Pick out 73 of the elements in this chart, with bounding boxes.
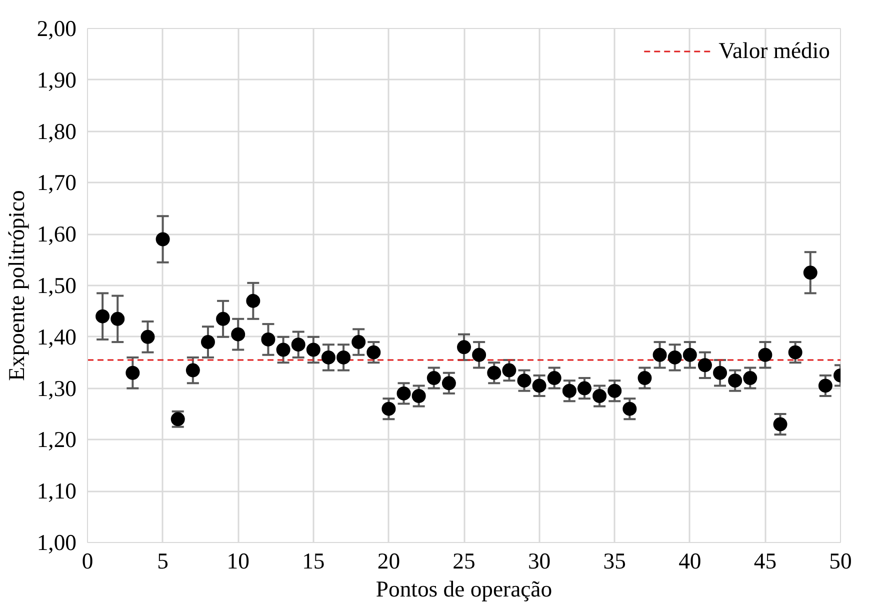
x-tick-label: 15 (302, 548, 325, 574)
point (622, 402, 637, 416)
point (788, 345, 802, 360)
point (638, 371, 652, 386)
point (803, 266, 818, 280)
y-tick-label: 2,00 (36, 16, 77, 41)
point (668, 350, 682, 364)
point (487, 366, 502, 380)
x-tick-label: 10 (226, 548, 250, 574)
point (426, 371, 441, 386)
point (532, 378, 546, 393)
point (306, 342, 320, 357)
y-tick-label: 1,30 (36, 376, 77, 401)
point (366, 345, 381, 360)
x-tick-label: 30 (528, 548, 551, 574)
point (396, 386, 411, 400)
y-tick-label: 1,20 (36, 427, 77, 452)
point (517, 374, 532, 388)
point (110, 312, 125, 326)
point (321, 350, 336, 364)
y-tick-label: 1,50 (36, 273, 77, 298)
point (562, 384, 576, 398)
x-axis-title: Pontos de operação (376, 576, 552, 602)
point (231, 327, 246, 342)
y-tick-label: 1,00 (36, 530, 77, 555)
point (682, 348, 697, 362)
legend-label: Valor médio (718, 38, 830, 64)
x-tick-label: 0 (82, 548, 94, 574)
point (412, 389, 426, 403)
point (276, 342, 290, 357)
point (261, 332, 276, 346)
x-tick-label: 45 (754, 548, 777, 574)
x-tick-label: 35 (603, 548, 626, 574)
point (577, 381, 592, 396)
point (96, 309, 110, 324)
x-tick-label: 20 (377, 548, 400, 574)
point (743, 371, 758, 386)
point (818, 378, 832, 393)
point (140, 330, 155, 344)
x-tick-label: 25 (452, 548, 476, 574)
y-tick-label: 1,10 (36, 478, 77, 504)
y-tick-label: 1,40 (36, 324, 77, 350)
point (442, 376, 456, 390)
y-tick-label: 1,70 (36, 170, 77, 196)
point (352, 335, 366, 350)
point (608, 384, 622, 398)
point (156, 232, 170, 246)
point (186, 363, 200, 378)
x-tick-label: 40 (678, 548, 702, 574)
point (698, 358, 712, 372)
y-axis-title: Expoente politrópico (4, 190, 29, 381)
point (472, 348, 486, 362)
x-tick-label: 5 (157, 548, 168, 574)
point (126, 366, 140, 380)
point (652, 348, 667, 362)
point (547, 371, 562, 386)
point (291, 338, 306, 352)
point (382, 402, 396, 416)
point (336, 350, 351, 364)
y-tick-label: 1,60 (36, 222, 77, 247)
point (457, 340, 471, 354)
point (200, 335, 215, 350)
y-tick-label: 1,90 (36, 67, 77, 92)
point (773, 417, 788, 432)
point (758, 348, 772, 362)
x-tick-label: 50 (829, 548, 852, 574)
point (216, 312, 230, 326)
point (592, 389, 607, 403)
point (713, 366, 728, 380)
point (728, 374, 742, 388)
y-tick-label: 1,80 (36, 118, 77, 144)
point (502, 363, 516, 378)
point (246, 294, 260, 308)
